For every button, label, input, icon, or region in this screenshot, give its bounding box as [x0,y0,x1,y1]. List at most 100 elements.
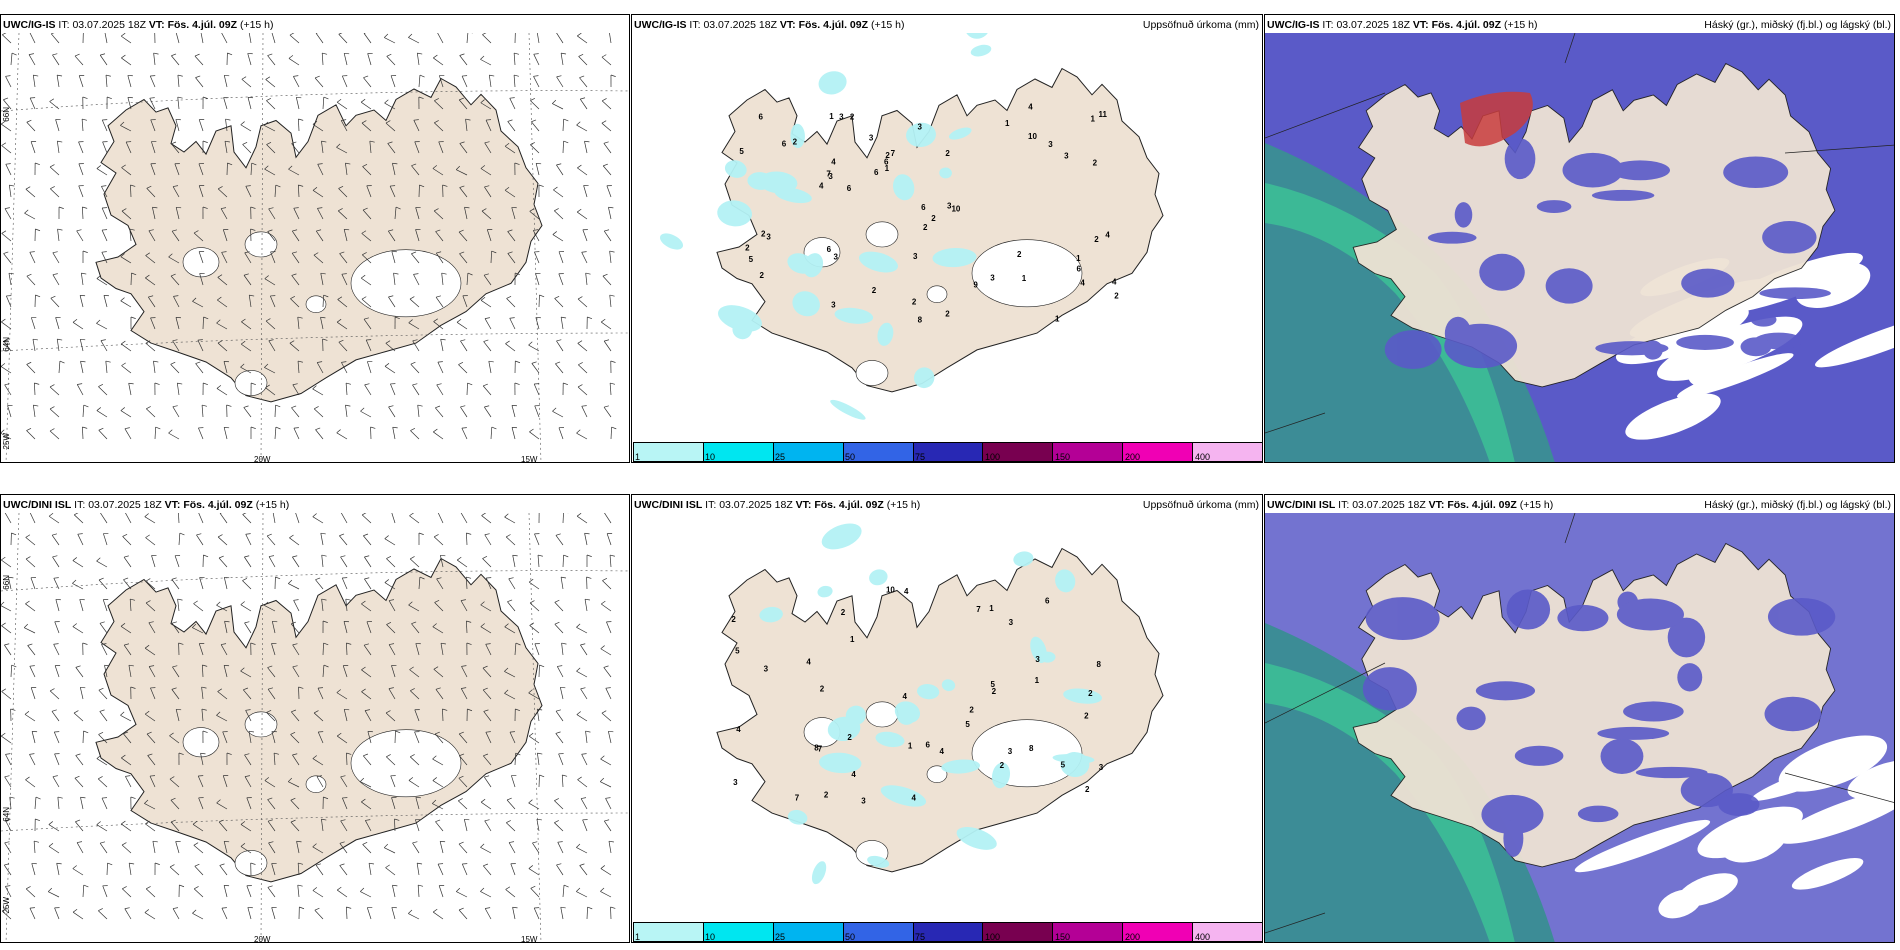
colorbar-segment [633,922,704,942]
colorbar-tick-label: 400 [1195,932,1211,942]
precip-value-label: 2 [923,223,928,232]
precip-value-label: 3 [1099,763,1104,772]
precip-value-label: 2 [731,615,736,624]
cloud-map-panel-dini: UWC/DINI ISL IT: 03.07.2025 18Z VT: Fös.… [1264,494,1895,943]
precip-value-label: 3 [990,274,995,283]
precip-value-label: 2 [912,298,917,307]
colorbar-tick-label: 10 [705,452,716,462]
precip-value-label: 2 [847,733,852,742]
cloud-cover-map [1265,33,1894,462]
precip-value-label: 6 [827,245,832,254]
precip-value-label: 2 [931,214,936,223]
precip-value-label: 3 [839,113,844,122]
panel-title: Uppsöfnuð úrkoma (mm) [1142,19,1259,31]
colorbar-segment [983,922,1054,942]
precip-value-label: 5 [749,255,754,264]
precip-value-label: 1 [850,635,855,644]
precip-value-label: 5 [735,647,740,656]
wind-barb-map [1,513,629,942]
colorbar-segment [1123,442,1194,462]
colorbar-segment [1053,922,1124,942]
precip-value-label: 3 [1048,140,1053,149]
precip-value-label: 9 [973,281,978,290]
precip-value-label: 2 [793,138,798,147]
colorbar-tick-label: 50 [845,452,856,462]
precip-value-label: 3 [1035,655,1040,664]
precip-colorbar [633,922,1262,942]
precip-value-label: 2 [1017,250,1022,259]
precip-value-label: 1 [908,741,913,750]
precip-value-label: 1 [1022,274,1027,283]
lon-label-15w: 15W [521,935,538,943]
precip-value-label: 2 [824,790,829,799]
colorbar-segment [773,442,844,462]
colorbar-tick-label: 25 [775,452,786,462]
panel-header: UWC/IG-IS IT: 03.07.2025 18Z VT: Fös. 4.… [634,19,1259,31]
precip-value-label: 6 [925,741,930,750]
precip-value-label: 1 [1035,676,1040,685]
precip-value-label: 7 [976,605,981,614]
precip-value-label: 6 [874,168,879,177]
colorbar-tick-label: 75 [915,452,926,462]
precip-value-label: 4 [902,692,907,701]
precip-value-label: 2 [1114,292,1119,301]
colorbar-segment [1123,922,1194,942]
lon-label-25w: 25W [2,433,11,450]
panel-header: UWC/DINI ISL IT: 03.07.2025 18Z VT: Fös.… [1267,499,1891,511]
colorbar-segment [633,442,704,462]
precip-value-label: 3 [869,133,874,142]
colorbar-segment [703,922,774,942]
precip-value-label: 2 [1088,689,1093,698]
panel-header: UWC/DINI ISL IT: 03.07.2025 18Z VT: Fös.… [634,499,1259,511]
precip-value-label: 2 [745,243,750,252]
precip-value-label: 2 [820,685,825,694]
precip-map: 2961312322862124434134265371011336107646… [659,33,1164,420]
precip-value-label: 1 [1055,315,1060,324]
colorbar-tick-label: 10 [705,932,716,942]
precip-value-label: 3 [764,664,769,673]
precip-value-label: 8 [1029,744,1034,753]
precip-value-label: 3 [766,233,771,242]
precip-value-label: 3 [918,122,923,131]
panel-header: UWC/DINI ISL IT: 03.07.2025 18Z VT: Fös.… [3,499,290,511]
precip-value-label: 3 [733,778,738,787]
precip-value-label: 2 [761,229,766,238]
precip-value-label: 4 [1080,279,1085,288]
precip-value-label: 1 [1091,114,1096,123]
precip-value-label: 4 [1112,278,1117,287]
precip-value-label: 2 [945,149,950,158]
precip-value-label: 6 [884,158,889,167]
panel-title: Háský (gr.), miðský (fj.bl.) og lágský (… [1704,499,1891,511]
wind-map-panel-dini: UWC/DINI ISL IT: 03.07.2025 18Z VT: Fös.… [0,494,630,943]
precip-value-label: 2 [872,286,877,295]
colorbar-labels: 1 10 25 50 75 100 150 200 400 [633,932,1261,942]
precip-value-label: 1 [829,112,834,121]
precip-value-label: 2 [841,608,846,617]
panel-title: Uppsöfnuð úrkoma (mm) [1142,499,1259,511]
precip-value-label: 2 [1094,235,1099,244]
precip-value-label: 10 [951,204,960,213]
colorbar-tick-label: 1 [635,932,641,942]
colorbar-segment [913,922,984,942]
precip-value-label: 10 [886,585,895,594]
precip-value-label: 3 [831,301,836,310]
precip-value-label: 1 [1076,254,1081,263]
colorbar-segment [1193,442,1262,462]
precip-value-label: 2 [1085,785,1090,794]
precip-value-label: 2 [1000,761,1005,770]
colorbar-tick-label: 400 [1195,452,1211,462]
colorbar-tick-label: 75 [915,932,926,942]
precip-value-label: 4 [819,182,824,191]
precip-value-label: 6 [1077,264,1082,273]
precip-map-panel-dini: UWC/DINI ISL IT: 03.07.2025 18Z VT: Fös.… [631,494,1263,943]
lon-label-20w: 20W [254,935,271,943]
lat-label-66n: 66N [2,575,11,590]
precip-value-label: 4 [911,793,916,802]
precip-value-label: 5 [990,680,995,689]
precip-value-label: 2 [992,687,997,696]
precip-value-label: 4 [851,770,856,779]
colorbar-segment [1193,922,1262,942]
precip-value-label: 1 [885,164,890,173]
colorbar-tick-label: 1 [635,452,641,462]
precip-value-label: 6 [782,139,787,148]
